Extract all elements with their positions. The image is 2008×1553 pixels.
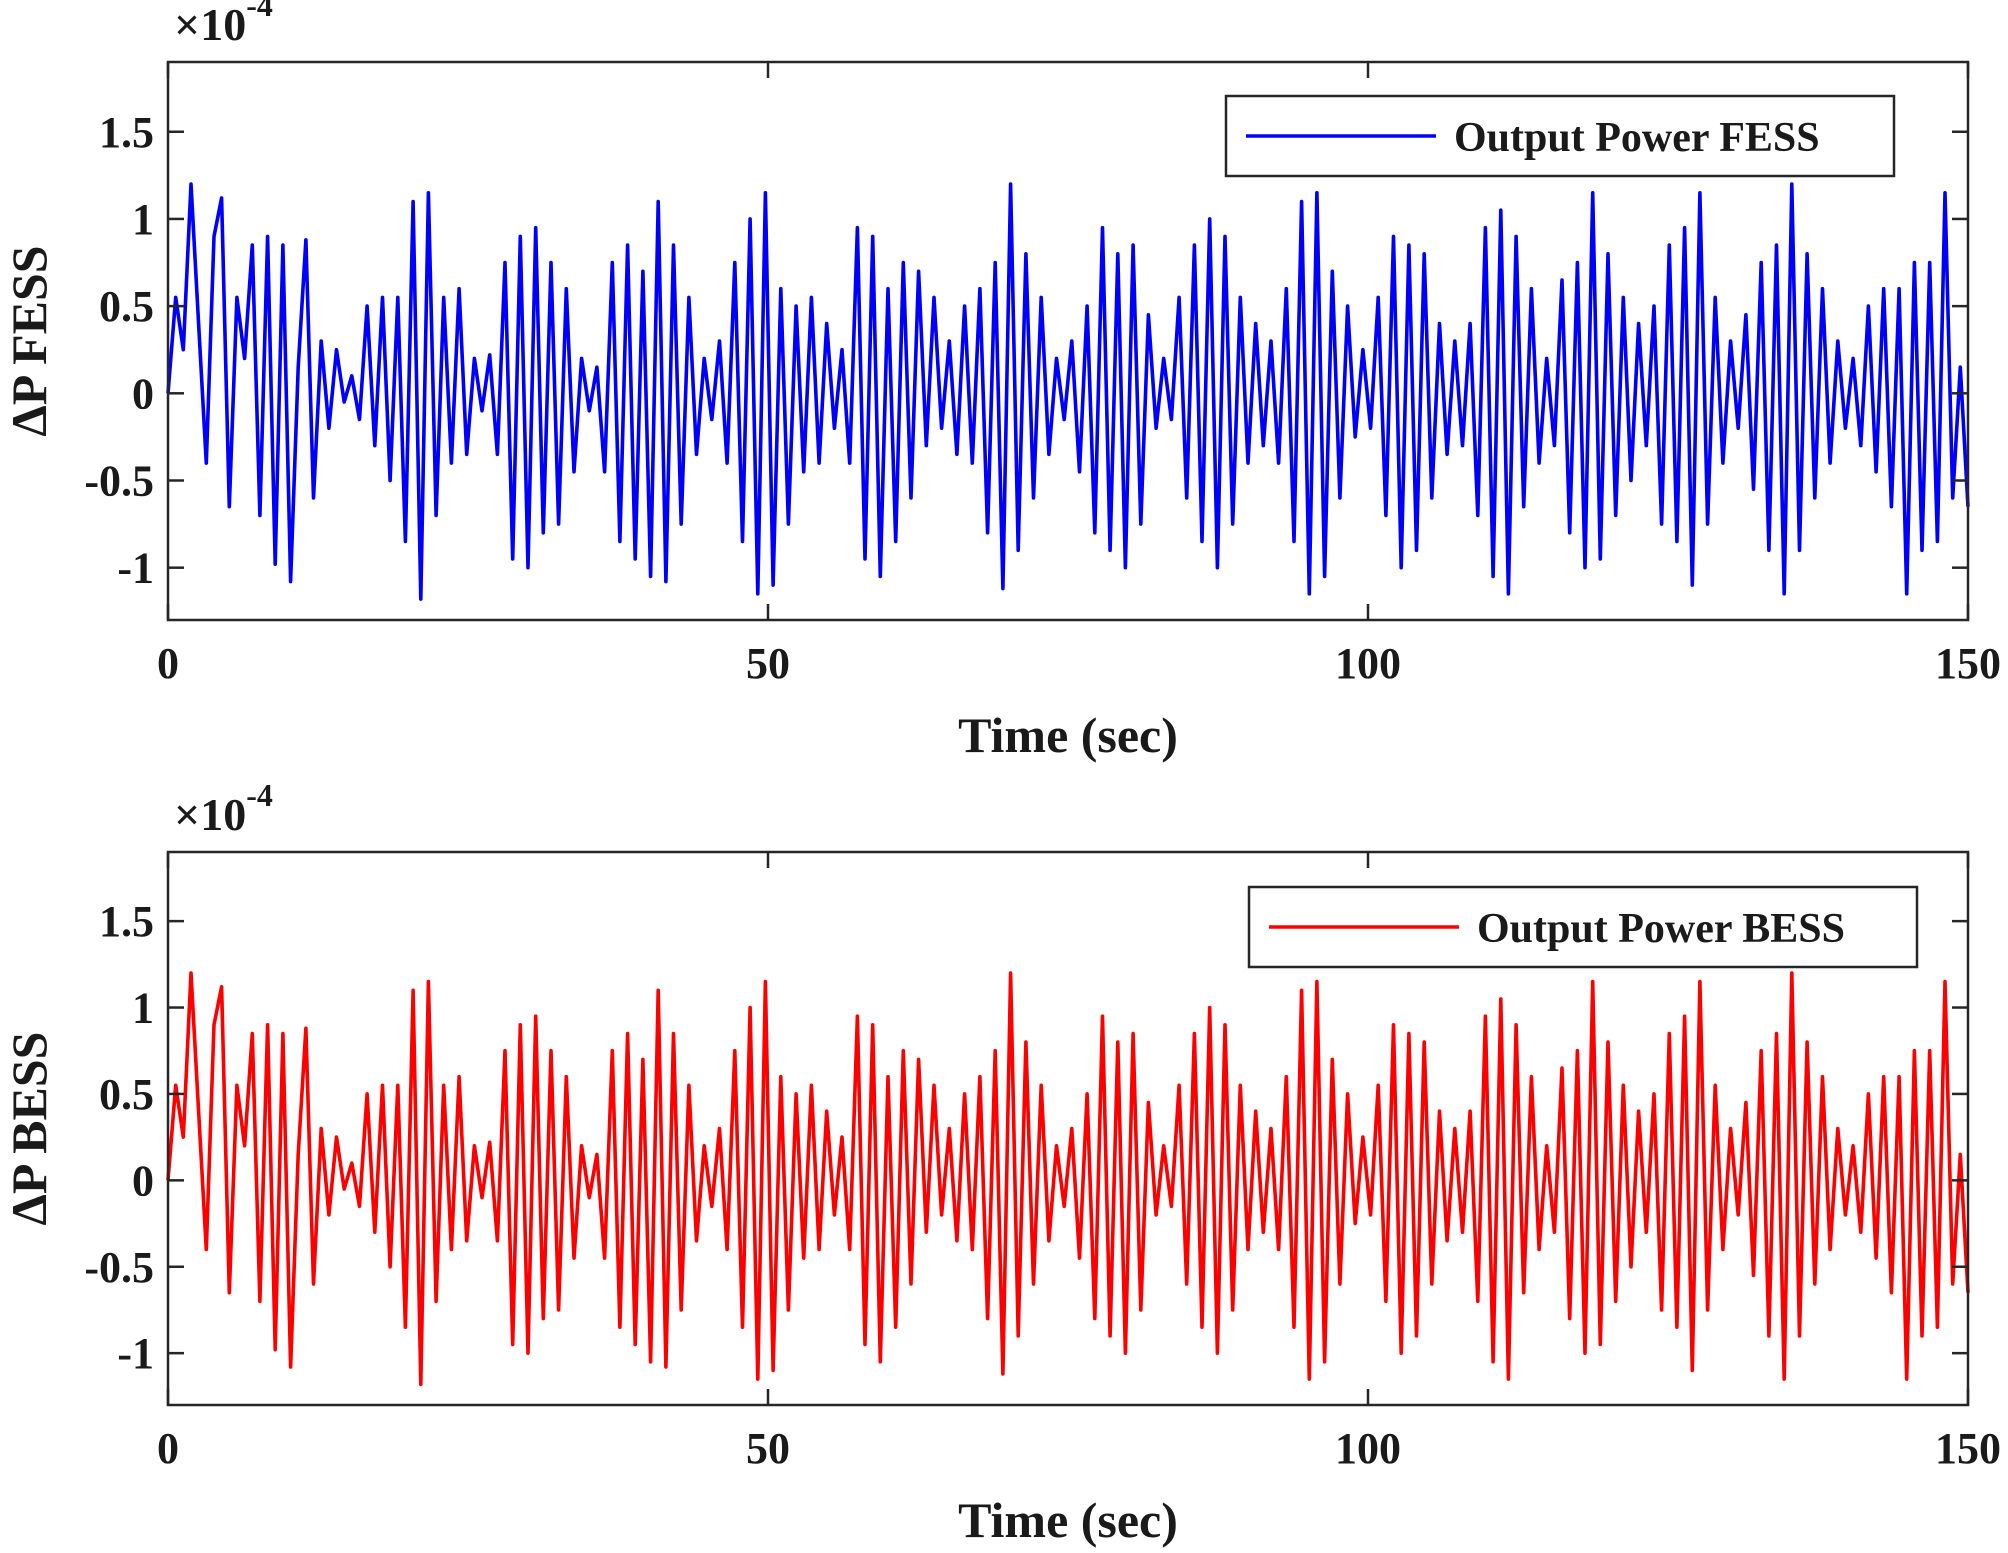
legend: Output Power FESS — [1224, 94, 1896, 178]
x-tick-label: 50 — [746, 1424, 790, 1473]
y-tick-label: 1.5 — [99, 108, 154, 157]
series-line-1 — [166, 182, 1970, 601]
y-tick-label: -0.5 — [84, 1243, 154, 1292]
y-axis-label: ΔP FESS — [1, 245, 57, 436]
y-tick-label: 0.5 — [99, 1070, 154, 1119]
x-tick-label: 100 — [1335, 639, 1401, 688]
x-tick-label: 0 — [157, 1424, 179, 1473]
legend-label: Output Power FESS — [1454, 115, 1820, 161]
x-axis-label: Time (sec) — [958, 707, 1178, 763]
y-tick-label: 0 — [132, 1156, 154, 1205]
y-tick-label: 0 — [132, 369, 154, 418]
y-tick-label: -0.5 — [84, 457, 154, 506]
x-tick-label: 150 — [1935, 639, 2001, 688]
y-tick-label: 1 — [132, 195, 154, 244]
axes-box — [166, 850, 1970, 1407]
x-tick-label: 150 — [1935, 1424, 2001, 1473]
y-axis-label: ΔP BESS — [1, 1032, 57, 1226]
y-exponent-label: ×10-4 — [174, 0, 273, 50]
y-tick-label: -1 — [117, 1329, 154, 1378]
y-exponent-label: ×10-4 — [174, 777, 273, 840]
y-tick-label: 1.5 — [99, 897, 154, 946]
x-tick-label: 100 — [1335, 1424, 1401, 1473]
y-tick-label: -1 — [117, 544, 154, 593]
y-tick-label: 1 — [132, 984, 154, 1033]
series-line-1 — [166, 971, 1970, 1387]
chart-panel-1: 0 50 100 150 -1 -0.5 0 0.5 1 1.5 ×10-4 Time (sec) ΔP… — [1, 0, 2001, 763]
x-tick-label: 0 — [157, 639, 179, 688]
legend-label: Output Power BESS — [1477, 906, 1845, 952]
legend: Output Power BESS — [1247, 885, 1919, 969]
x-axis-label: Time (sec) — [958, 1492, 1178, 1548]
axes-box — [166, 60, 1970, 622]
y-tick-label: 0.5 — [99, 282, 154, 331]
chart-panel-2: 0 50 100 150 -1 -0.5 0 0.5 1 1.5 ×10-4 Time (sec) ΔP… — [1, 777, 2001, 1548]
x-tick-label: 50 — [746, 639, 790, 688]
